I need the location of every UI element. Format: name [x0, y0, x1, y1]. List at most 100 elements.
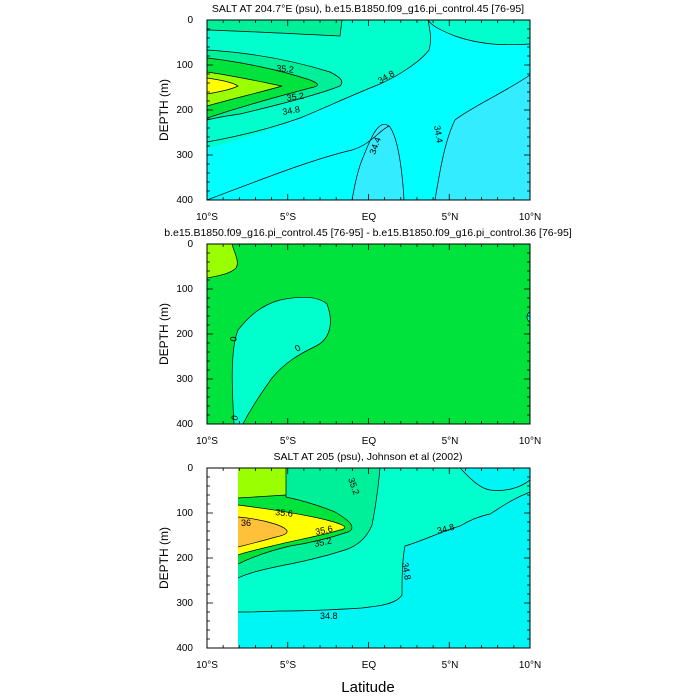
contour-line — [351, 124, 390, 200]
contour-line — [238, 468, 381, 579]
panel-3-salinity-observed: 35.2 35.6 36 35.6 35.2 34.8 34.8 34.8 SA… — [157, 451, 541, 696]
panel-1-ylabel: DEPTH (m) — [157, 79, 171, 141]
y-tick-label: 200 — [176, 105, 193, 116]
panel-2-contour-fills — [207, 244, 530, 424]
panel-1-contour-labels: 35.2 34.8 35.2 34.8 34.4 34.4 — [276, 63, 445, 156]
fill-34-8-lower — [207, 118, 300, 148]
x-tick-label: 10°N — [519, 212, 541, 223]
y-tick-label: 300 — [176, 598, 193, 609]
x-tick-label: EQ — [362, 436, 377, 447]
panel-1-title: SALT AT 204.7°E (psu), b.e15.B1850.f09_g… — [212, 3, 524, 15]
panel-3-y-ticks: 0 100 200 300 400 — [176, 463, 193, 654]
x-tick-label: 5°S — [280, 660, 297, 671]
x-tick-label: 10°N — [519, 660, 541, 671]
x-tick-label: 10°S — [196, 212, 218, 223]
panel-2-ylabel: DEPTH (m) — [157, 303, 171, 365]
contour-label: 36 — [241, 518, 251, 528]
contour-line — [207, 20, 343, 37]
contour-line — [207, 77, 239, 95]
contour-label: 0 — [228, 336, 239, 343]
panel-3-title: SALT AT 205 (psu), Johnson et al (2002) — [274, 451, 463, 463]
contour-line — [207, 49, 343, 121]
x-axis-label: Latitude — [341, 679, 394, 696]
contour-label: 34.4 — [432, 125, 445, 144]
contour-line — [434, 74, 530, 200]
contour-label: 35.6 — [275, 507, 293, 519]
fill-36-0-core — [207, 78, 238, 94]
fill-35-8-band — [207, 72, 282, 106]
y-tick-label: 200 — [176, 553, 193, 564]
panel-1-salinity-model: 35.2 34.8 35.2 34.8 34.4 34.4 SALT AT 20… — [157, 3, 541, 223]
fill-36-0-region — [238, 505, 345, 555]
y-tick-label: 0 — [187, 239, 193, 250]
y-tick-label: 400 — [176, 195, 193, 206]
contour-label: 0 — [293, 343, 302, 354]
contour-line — [238, 504, 345, 556]
contour-line — [427, 20, 530, 46]
contour-label: 35.2 — [286, 91, 305, 103]
contour-line — [238, 516, 288, 548]
fill-negative-region — [232, 297, 331, 424]
y-tick-label: 300 — [176, 374, 193, 385]
contour-line — [231, 297, 331, 424]
fill-34-8-upper — [460, 468, 530, 491]
y-tick-label: 400 — [176, 419, 193, 430]
contour-line — [238, 494, 287, 499]
panel-2-contour-lines — [207, 244, 530, 424]
panel-1-y-ticks: 0 100 200 300 400 — [176, 15, 193, 206]
x-tick-label: 10°S — [196, 436, 218, 447]
y-tick-label: 100 — [176, 508, 193, 519]
panel-3-contour-lines — [238, 468, 530, 613]
panel-2-y-ticks: 0 100 200 300 400 — [176, 239, 193, 430]
contour-label: 34.8 — [320, 611, 338, 621]
panel-3-x-ticks: 10°S 5°S EQ 5°N 10°N — [196, 660, 541, 671]
x-tick-label: EQ — [362, 212, 377, 223]
panel-3-contour-labels: 35.2 35.6 36 35.6 35.2 34.8 34.8 34.8 — [241, 476, 455, 621]
contour-line — [238, 491, 530, 613]
contour-label: 35.2 — [276, 63, 294, 75]
contour-line — [207, 20, 431, 143]
contour-label: 35.6 — [314, 524, 333, 537]
x-tick-label: 5°N — [442, 660, 459, 671]
contour-label: 34.8 — [436, 522, 456, 536]
y-tick-label: 400 — [176, 643, 193, 654]
panel-3-ylabel: DEPTH (m) — [157, 527, 171, 589]
y-tick-label: 0 — [187, 463, 193, 474]
x-tick-label: EQ — [362, 660, 377, 671]
contour-line — [207, 125, 405, 200]
fill-36-2-core — [238, 517, 288, 547]
contour-line — [459, 468, 530, 491]
tick-marks — [206, 19, 531, 649]
fill-34-8-band — [207, 20, 530, 142]
x-tick-label: 10°S — [196, 660, 218, 671]
contour-line — [207, 57, 318, 119]
panel-1-contour-fills — [207, 20, 530, 200]
contour-line — [207, 244, 238, 279]
fill-35-6-top — [238, 468, 286, 498]
contour-label: 34.8 — [282, 104, 301, 117]
x-tick-label: 5°N — [442, 436, 459, 447]
contour-label: 34.8 — [400, 562, 413, 581]
contour-line — [526, 311, 530, 323]
y-tick-label: 100 — [176, 60, 193, 71]
fill-positive-region — [207, 244, 238, 278]
x-tick-label: 10°N — [519, 436, 541, 447]
panel-2-x-ticks: 10°S 5°S EQ 5°N 10°N — [196, 436, 541, 447]
y-tick-label: 100 — [176, 284, 193, 295]
x-tick-label: 5°N — [442, 212, 459, 223]
x-tick-label: 5°S — [280, 212, 297, 223]
contour-label: 35.2 — [313, 536, 332, 549]
y-tick-label: 300 — [176, 150, 193, 161]
y-tick-label: 0 — [187, 15, 193, 26]
panel-1-x-ticks: 10°S 5°S EQ 5°N 10°N — [196, 212, 541, 223]
panel-2-title: b.e15.B1850.f09_g16.pi_control.45 [76-95… — [164, 227, 572, 239]
panel-1-contour-lines — [207, 20, 530, 200]
contour-line — [238, 468, 353, 565]
contour-label: 0 — [229, 414, 240, 421]
panel-2-salinity-difference: 0 0 0 b.e15.B1850.f09_g16.pi_control.45 … — [157, 227, 572, 447]
x-tick-label: 5°S — [280, 436, 297, 447]
contour-line — [207, 71, 283, 107]
y-tick-label: 200 — [176, 329, 193, 340]
fill-35-2-band — [207, 20, 342, 36]
